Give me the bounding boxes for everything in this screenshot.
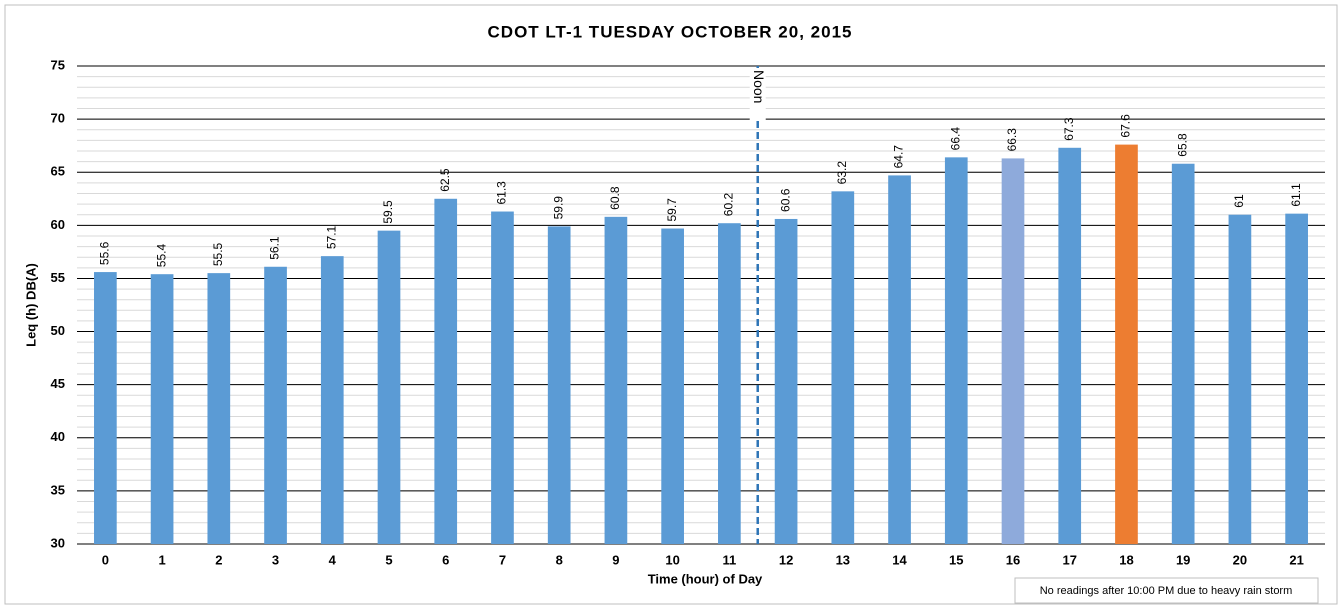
bar (320, 256, 344, 544)
x-tick-label: 12 (779, 552, 793, 567)
x-tick-label: 20 (1233, 552, 1247, 567)
value-label: 55.6 (98, 241, 112, 265)
y-tick-label: 75 (51, 57, 65, 72)
y-tick-label: 40 (51, 429, 65, 444)
bar (1001, 158, 1025, 544)
x-axis-label: Time (hour) of Day (648, 571, 763, 586)
bar (944, 157, 968, 544)
x-tick-label: 19 (1176, 552, 1190, 567)
x-tick-label: 8 (556, 552, 563, 567)
x-tick-label: 2 (215, 552, 222, 567)
value-label: 56.1 (268, 236, 282, 260)
value-label: 59.5 (381, 200, 395, 224)
bar (1285, 213, 1308, 544)
x-tick-label: 4 (329, 552, 337, 567)
bar (264, 266, 287, 544)
bar (774, 218, 798, 544)
bar (831, 191, 855, 544)
x-tick-label: 10 (665, 552, 679, 567)
value-label: 55.5 (211, 242, 225, 266)
bar (604, 216, 628, 544)
bar (150, 274, 174, 544)
value-label: 60.2 (722, 193, 736, 217)
bar (207, 273, 231, 544)
chart-title: CDOT LT-1 TUESDAY OCTOBER 20, 2015 (488, 22, 853, 41)
x-tick-label: 15 (949, 552, 963, 567)
x-tick-label: 13 (836, 552, 850, 567)
bar (434, 198, 458, 544)
x-tick-label: 9 (612, 552, 619, 567)
y-tick-label: 35 (51, 482, 65, 497)
bar (94, 272, 117, 544)
value-label: 63.2 (835, 161, 849, 185)
value-label: 65.8 (1175, 133, 1189, 157)
bar (1228, 214, 1252, 544)
y-tick-label: 65 (51, 164, 65, 179)
value-label: 59.9 (551, 196, 565, 220)
x-tick-label: 6 (442, 552, 449, 567)
value-label: 59.7 (665, 198, 679, 222)
bar (1115, 144, 1138, 545)
x-tick-label: 1 (158, 552, 165, 567)
bar (491, 211, 514, 544)
bar (1058, 147, 1082, 544)
y-tick-label: 55 (51, 270, 65, 285)
value-label: 66.3 (1005, 128, 1019, 152)
bar (1171, 163, 1195, 545)
bar (718, 223, 741, 544)
value-label: 67.6 (1119, 114, 1133, 138)
x-tick-label: 5 (385, 552, 392, 567)
note: No readings after 10:00 PM due to heavy … (1040, 585, 1293, 597)
x-tick-label: 11 (722, 552, 736, 567)
value-label: 55.4 (154, 244, 168, 268)
y-tick-label: 50 (51, 323, 65, 338)
x-tick-label: 17 (1062, 552, 1076, 567)
bar (888, 175, 911, 545)
x-tick-label: 3 (272, 552, 279, 567)
y-tick-label: 45 (51, 376, 65, 391)
bar (377, 230, 401, 544)
y-axis-label: Leq (h) DB(A) (23, 263, 38, 347)
x-tick-label: 21 (1289, 552, 1303, 567)
annotation-text: Noon (751, 70, 767, 103)
x-tick-label: 14 (892, 552, 907, 567)
value-label: 66.4 (948, 127, 962, 151)
value-label: 57.1 (324, 225, 338, 249)
value-label: 60.8 (608, 186, 622, 210)
value-label: 62.5 (438, 168, 452, 192)
x-tick-label: 18 (1119, 552, 1133, 567)
value-label: 67.3 (1062, 117, 1076, 141)
value-label: 60.6 (778, 188, 792, 212)
y-tick-label: 60 (51, 217, 65, 232)
value-label: 61.3 (495, 181, 509, 205)
bar (661, 228, 684, 544)
y-tick-label: 30 (51, 535, 65, 550)
value-label: 61.1 (1289, 183, 1303, 207)
annotation-bg (749, 68, 766, 120)
value-label: 64.7 (892, 145, 906, 169)
bar (547, 226, 571, 544)
note-box (1014, 577, 1319, 604)
x-tick-label: 7 (499, 552, 506, 567)
x-tick-label: 0 (102, 552, 109, 567)
y-tick-label: 70 (51, 111, 65, 126)
value-label: 61 (1232, 194, 1246, 208)
x-tick-label: 16 (1006, 552, 1020, 567)
